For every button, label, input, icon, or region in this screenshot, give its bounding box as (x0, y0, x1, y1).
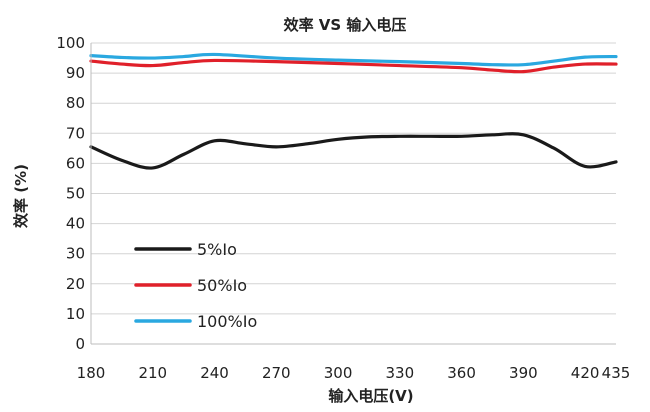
y-tick-label: 10 (66, 305, 85, 323)
y-tick-label: 90 (66, 64, 85, 82)
x-tick-label: 435 (602, 364, 631, 382)
x-tick-label: 420 (571, 364, 600, 382)
y-tick-label: 70 (66, 124, 85, 142)
gridlines (91, 42, 616, 345)
x-tick-label: 180 (77, 364, 106, 382)
x-tick-labels: 180 210 240 270 300 330 360 390 420 435 (77, 364, 631, 382)
y-tick-label: 0 (75, 335, 85, 353)
series-line-0 (89, 132, 618, 170)
legend-label-1: 50%Io (197, 276, 247, 295)
y-tick-label: 100 (56, 34, 85, 52)
y-tick-label: 40 (66, 215, 85, 233)
legend: 5%Io 50%Io 100%Io (134, 240, 257, 331)
x-tick-label: 270 (262, 364, 291, 382)
y-tick-label: 60 (66, 154, 85, 172)
y-tick-label: 80 (66, 94, 85, 112)
legend-label-0: 5%Io (197, 240, 237, 259)
x-tick-label: 330 (386, 364, 415, 382)
chart-title: 效率 VS 输入电压 (284, 16, 407, 34)
series-line-2 (89, 52, 618, 67)
y-tick-label: 30 (66, 245, 85, 263)
series-line-1 (89, 58, 618, 74)
y-tick-label: 50 (66, 185, 85, 203)
y-axis-label: 效率 (%) (12, 164, 30, 228)
y-tick-labels: 0 10 20 30 40 50 60 70 80 90 100 (56, 34, 85, 353)
y-tick-label: 20 (66, 275, 85, 293)
x-tick-label: 300 (324, 364, 353, 382)
series-lines (89, 52, 618, 170)
legend-label-2: 100%Io (197, 312, 257, 331)
x-tick-label: 240 (200, 364, 229, 382)
x-tick-label: 360 (447, 364, 476, 382)
axes (90, 43, 616, 345)
x-tick-label: 390 (509, 364, 538, 382)
x-axis-label: 输入电压(V) (328, 387, 413, 405)
x-tick-label: 210 (138, 364, 167, 382)
